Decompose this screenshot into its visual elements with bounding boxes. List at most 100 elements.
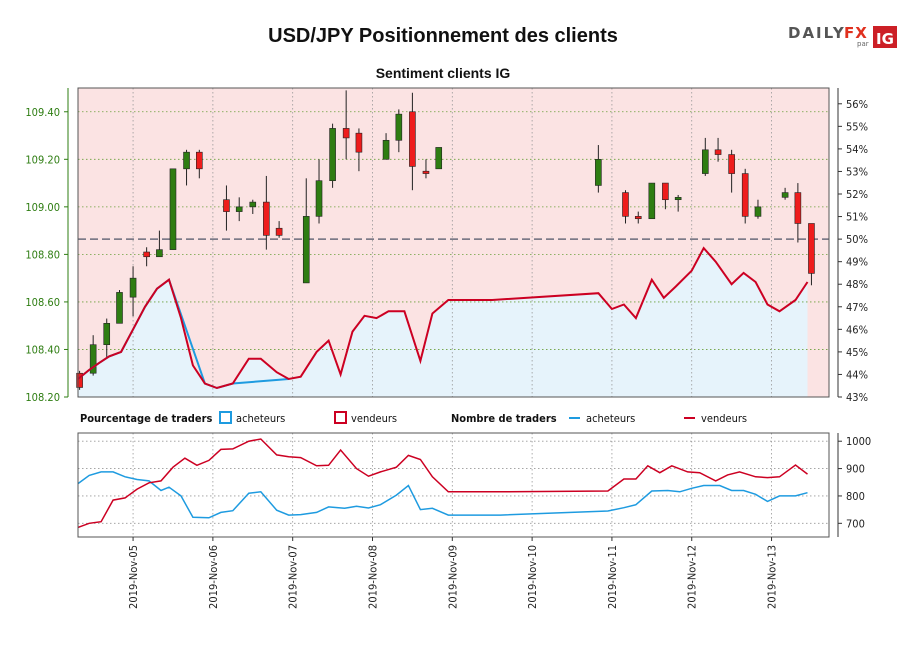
pct-tick-label: 47% xyxy=(846,301,868,314)
candle-down xyxy=(263,201,270,236)
candle-down xyxy=(342,128,350,139)
date-tick-label: 2019-Nov-13 xyxy=(766,545,779,609)
candle-up xyxy=(116,292,123,324)
candle-up xyxy=(435,147,443,170)
price-sentiment-panel: 108.20 108.40 108.60 108.80 109.00 109.20 109.… xyxy=(25,87,868,404)
pct-tick-label: 46% xyxy=(846,323,868,336)
logo-fx: FX xyxy=(844,24,868,42)
date-tick-label: 2019-Nov-09 xyxy=(446,545,459,609)
candle-up xyxy=(648,182,656,220)
candle-up xyxy=(169,168,177,250)
date-tick-label: 2019-Nov-10 xyxy=(526,545,539,609)
logo-par: par xyxy=(857,40,869,48)
date-tick-label: 2019-Nov-06 xyxy=(207,545,220,609)
count-axis: 700 800 900 1000 xyxy=(837,433,871,537)
count-tick-label: 1000 xyxy=(846,435,871,448)
candle-down xyxy=(76,372,83,388)
legend: Pourcentage de traders acheteurs vendeur… xyxy=(80,411,747,425)
date-axis: 2019-Nov-05 2019-Nov-06 2019-Nov-07 2019-No… xyxy=(127,537,779,609)
price-candles xyxy=(76,90,815,390)
logo-ig: IG xyxy=(876,30,894,48)
pct-tick-label: 54% xyxy=(846,143,868,156)
candle-down xyxy=(714,149,722,155)
candle-down xyxy=(741,173,749,217)
candle-down xyxy=(196,151,203,170)
main-frame xyxy=(77,87,830,398)
legend-pct-buyers: acheteurs xyxy=(236,412,285,425)
pct-tick-label: 43% xyxy=(846,391,868,404)
pct-tick-label: 52% xyxy=(846,188,868,201)
legend-pct-buyers-swatch xyxy=(219,411,232,424)
pct-tick-label: 53% xyxy=(846,165,868,178)
price-tick-label: 108.80 xyxy=(25,248,60,261)
price-tick-label: 109.40 xyxy=(25,106,60,119)
candle-up xyxy=(395,113,403,141)
candle-down xyxy=(143,251,150,258)
date-tick-label: 2019-Nov-12 xyxy=(686,545,699,609)
pct-tick-label: 56% xyxy=(846,98,868,111)
candle-down xyxy=(808,223,815,274)
candle-up xyxy=(183,151,190,170)
candle-up xyxy=(329,128,336,182)
date-tick-label: 2019-Nov-05 xyxy=(127,545,140,609)
candle-down xyxy=(422,170,430,174)
date-tick-label: 2019-Nov-11 xyxy=(606,545,619,609)
count-frame xyxy=(77,432,830,538)
date-tick-label: 2019-Nov-08 xyxy=(366,545,379,609)
pct-tick-label: 45% xyxy=(846,346,868,359)
pct-tick-label: 55% xyxy=(846,120,868,133)
candle-up xyxy=(89,344,97,374)
legend-pct-label: Pourcentage de traders xyxy=(80,412,212,425)
price-tick-label: 108.60 xyxy=(25,296,60,309)
candle-up xyxy=(781,192,789,198)
price-tick-label: 108.40 xyxy=(25,343,60,356)
candle-down xyxy=(634,216,642,220)
count-tick-label: 700 xyxy=(846,517,865,530)
legend-pct-sellers: vendeurs xyxy=(351,412,397,425)
legend-count-sellers: vendeurs xyxy=(701,412,747,425)
candle-up xyxy=(156,249,163,258)
buyers-count-line xyxy=(77,471,808,519)
candle-up xyxy=(235,206,243,212)
pct-tick-label: 44% xyxy=(846,368,868,381)
candle-up xyxy=(674,197,682,201)
price-tick-label: 109.00 xyxy=(25,201,60,214)
legend-count-label: Nombre de traders xyxy=(451,412,557,425)
candle-down xyxy=(409,111,416,167)
count-tick-label: 800 xyxy=(846,490,865,503)
candle-up xyxy=(382,139,390,160)
candle-down xyxy=(794,192,802,224)
sellers-pct-line xyxy=(77,246,809,390)
price-tick-label: 108.20 xyxy=(25,391,60,404)
pct-axis: 43% 44% 45% 46% 47% 48% 49% 50% 51% 52% 53% 54% 55% 5… xyxy=(837,88,868,404)
candle-up xyxy=(249,201,257,208)
candle-down xyxy=(622,192,629,217)
date-tick-label: 2019-Nov-07 xyxy=(287,545,300,609)
candle-down xyxy=(728,154,735,174)
sellers-count-line xyxy=(77,438,808,529)
count-grid xyxy=(78,433,829,537)
logo-daily: DAILY xyxy=(788,24,846,42)
legend-count-buyers: acheteurs xyxy=(586,412,635,425)
chart-title: USD/JPY Positionnement des clients xyxy=(268,25,618,47)
candle-up xyxy=(701,149,709,174)
chart-subtitle: Sentiment clients IG xyxy=(376,65,511,81)
legend-pct-sellers-swatch xyxy=(334,411,347,424)
candle-down xyxy=(275,227,283,236)
count-tick-label: 900 xyxy=(846,463,865,476)
candle-up xyxy=(129,277,137,298)
price-tick-label: 109.20 xyxy=(25,153,60,166)
pct-tick-label: 49% xyxy=(846,256,868,269)
candle-down xyxy=(662,182,669,201)
logo-ig-box xyxy=(873,26,897,48)
main-grid xyxy=(78,88,829,398)
candle-up xyxy=(302,216,310,284)
candle-up xyxy=(754,206,762,217)
pct-tick-label: 51% xyxy=(846,211,868,224)
candle-down xyxy=(355,132,363,153)
buyers-area xyxy=(78,248,808,397)
candle-up xyxy=(103,323,111,346)
candle-up xyxy=(595,159,602,186)
